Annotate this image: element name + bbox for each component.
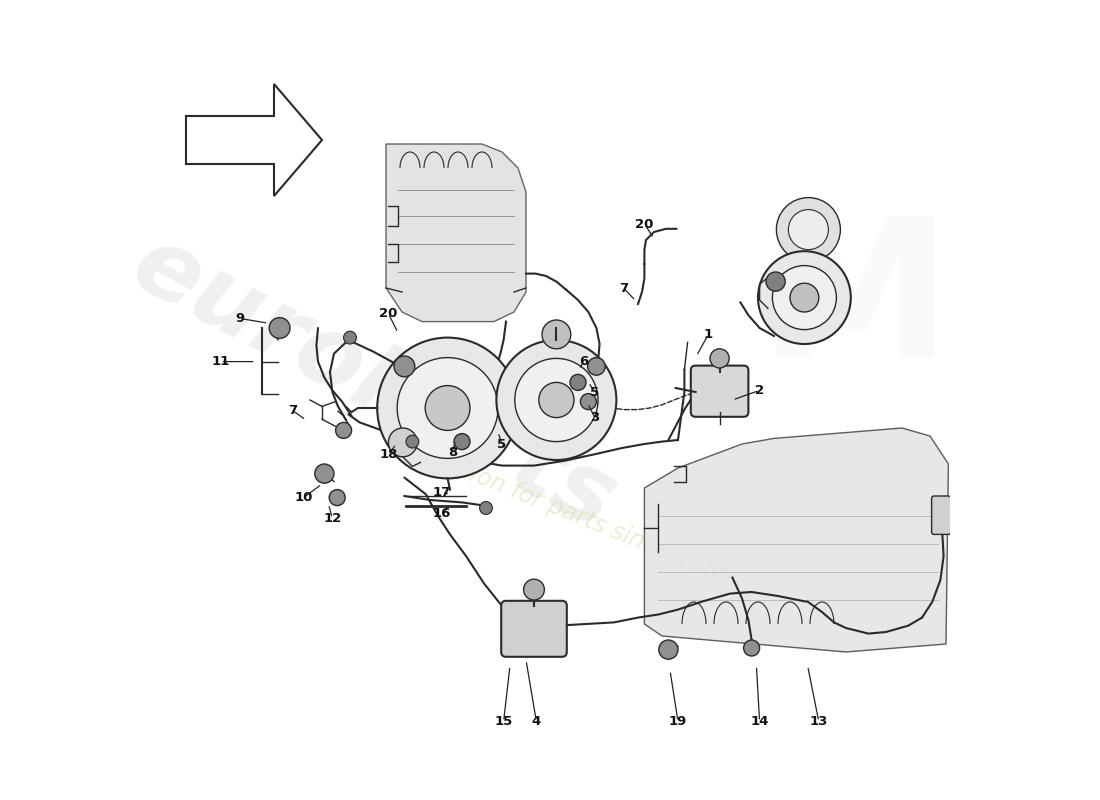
Polygon shape	[384, 368, 426, 440]
Circle shape	[542, 320, 571, 349]
Polygon shape	[386, 144, 526, 322]
Polygon shape	[645, 428, 948, 652]
Text: 11: 11	[211, 355, 230, 368]
Circle shape	[388, 428, 417, 457]
Text: M: M	[757, 210, 950, 398]
Text: 2: 2	[755, 384, 764, 397]
Text: 6: 6	[579, 355, 588, 368]
Text: 5: 5	[591, 386, 600, 398]
Circle shape	[377, 338, 518, 478]
FancyBboxPatch shape	[932, 496, 950, 534]
Text: 18: 18	[379, 448, 397, 461]
Text: 20: 20	[379, 307, 397, 320]
Circle shape	[539, 382, 574, 418]
Circle shape	[710, 349, 729, 368]
Text: 9: 9	[235, 312, 244, 325]
Circle shape	[406, 435, 419, 448]
Text: a passion for parts since 1985: a passion for parts since 1985	[396, 434, 736, 590]
Circle shape	[480, 502, 493, 514]
Text: 20: 20	[635, 218, 653, 230]
Text: 7: 7	[288, 404, 297, 417]
Circle shape	[766, 272, 785, 291]
Text: 16: 16	[432, 507, 451, 520]
Circle shape	[329, 490, 345, 506]
Circle shape	[343, 331, 356, 344]
Text: 10: 10	[295, 491, 312, 504]
FancyBboxPatch shape	[691, 366, 748, 417]
Circle shape	[454, 434, 470, 450]
Circle shape	[270, 318, 290, 338]
Circle shape	[496, 340, 616, 460]
Text: 1: 1	[704, 328, 713, 341]
Circle shape	[772, 266, 836, 330]
Circle shape	[581, 394, 596, 410]
Circle shape	[587, 358, 605, 375]
Circle shape	[659, 640, 678, 659]
Polygon shape	[498, 372, 530, 410]
Circle shape	[789, 210, 828, 250]
Circle shape	[315, 464, 334, 483]
Text: 7: 7	[619, 282, 628, 294]
Circle shape	[758, 251, 850, 344]
Text: 15: 15	[495, 715, 513, 728]
Text: 12: 12	[323, 512, 341, 525]
Circle shape	[397, 358, 498, 458]
Circle shape	[777, 198, 840, 262]
Circle shape	[426, 386, 470, 430]
Circle shape	[394, 356, 415, 377]
Text: 13: 13	[810, 715, 828, 728]
Text: 8: 8	[448, 446, 456, 458]
Text: 17: 17	[433, 486, 451, 498]
Text: 5: 5	[497, 438, 507, 450]
Text: 3: 3	[591, 411, 600, 424]
Circle shape	[336, 422, 352, 438]
Circle shape	[570, 374, 586, 390]
Text: 14: 14	[750, 715, 769, 728]
Text: 19: 19	[669, 715, 688, 728]
Circle shape	[790, 283, 818, 312]
FancyBboxPatch shape	[502, 601, 566, 657]
Text: euroParts: euroParts	[117, 218, 631, 550]
Circle shape	[524, 579, 544, 600]
Circle shape	[744, 640, 760, 656]
Circle shape	[515, 358, 598, 442]
Text: 4: 4	[531, 715, 541, 728]
